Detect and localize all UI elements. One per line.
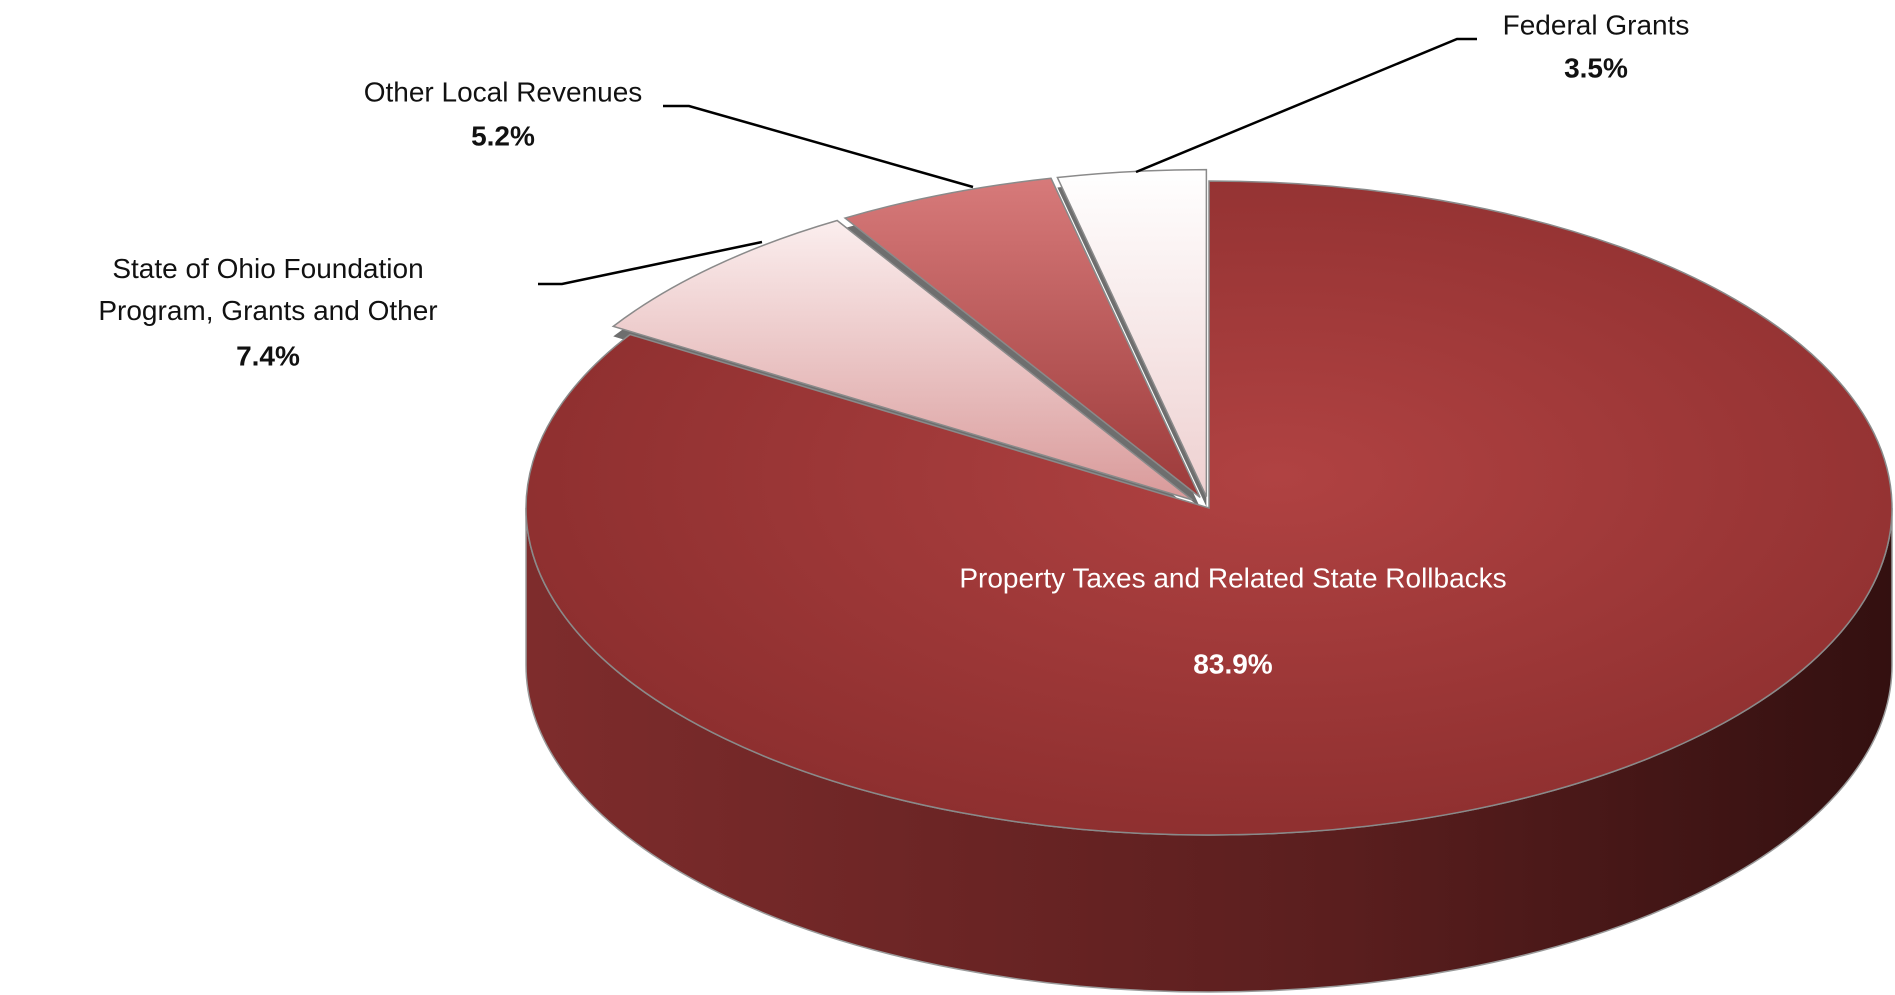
slice-value-label: 3.5% [1564, 52, 1628, 83]
slice [611, 219, 1193, 501]
slice [525, 180, 1893, 836]
leader-line [1135, 37, 1477, 174]
slice-label: State of Ohio Foundation Program, Grants… [98, 253, 438, 338]
slice-value-label: 83.9% [1193, 648, 1272, 679]
slice-value-label: 5.2% [471, 120, 535, 151]
label-box: State of Ohio Foundation Program, Grants… [98, 253, 438, 338]
slice [1056, 168, 1208, 497]
slice-label: Property Taxes and Related State Rollbac… [959, 562, 1506, 593]
slice-label: Federal Grants [1503, 9, 1690, 40]
slice-label: Other Local Revenues [364, 76, 643, 107]
leader-line [663, 104, 974, 189]
slice-value-label: 7.4% [236, 340, 300, 371]
leader-line [538, 240, 763, 286]
slice [843, 177, 1201, 498]
